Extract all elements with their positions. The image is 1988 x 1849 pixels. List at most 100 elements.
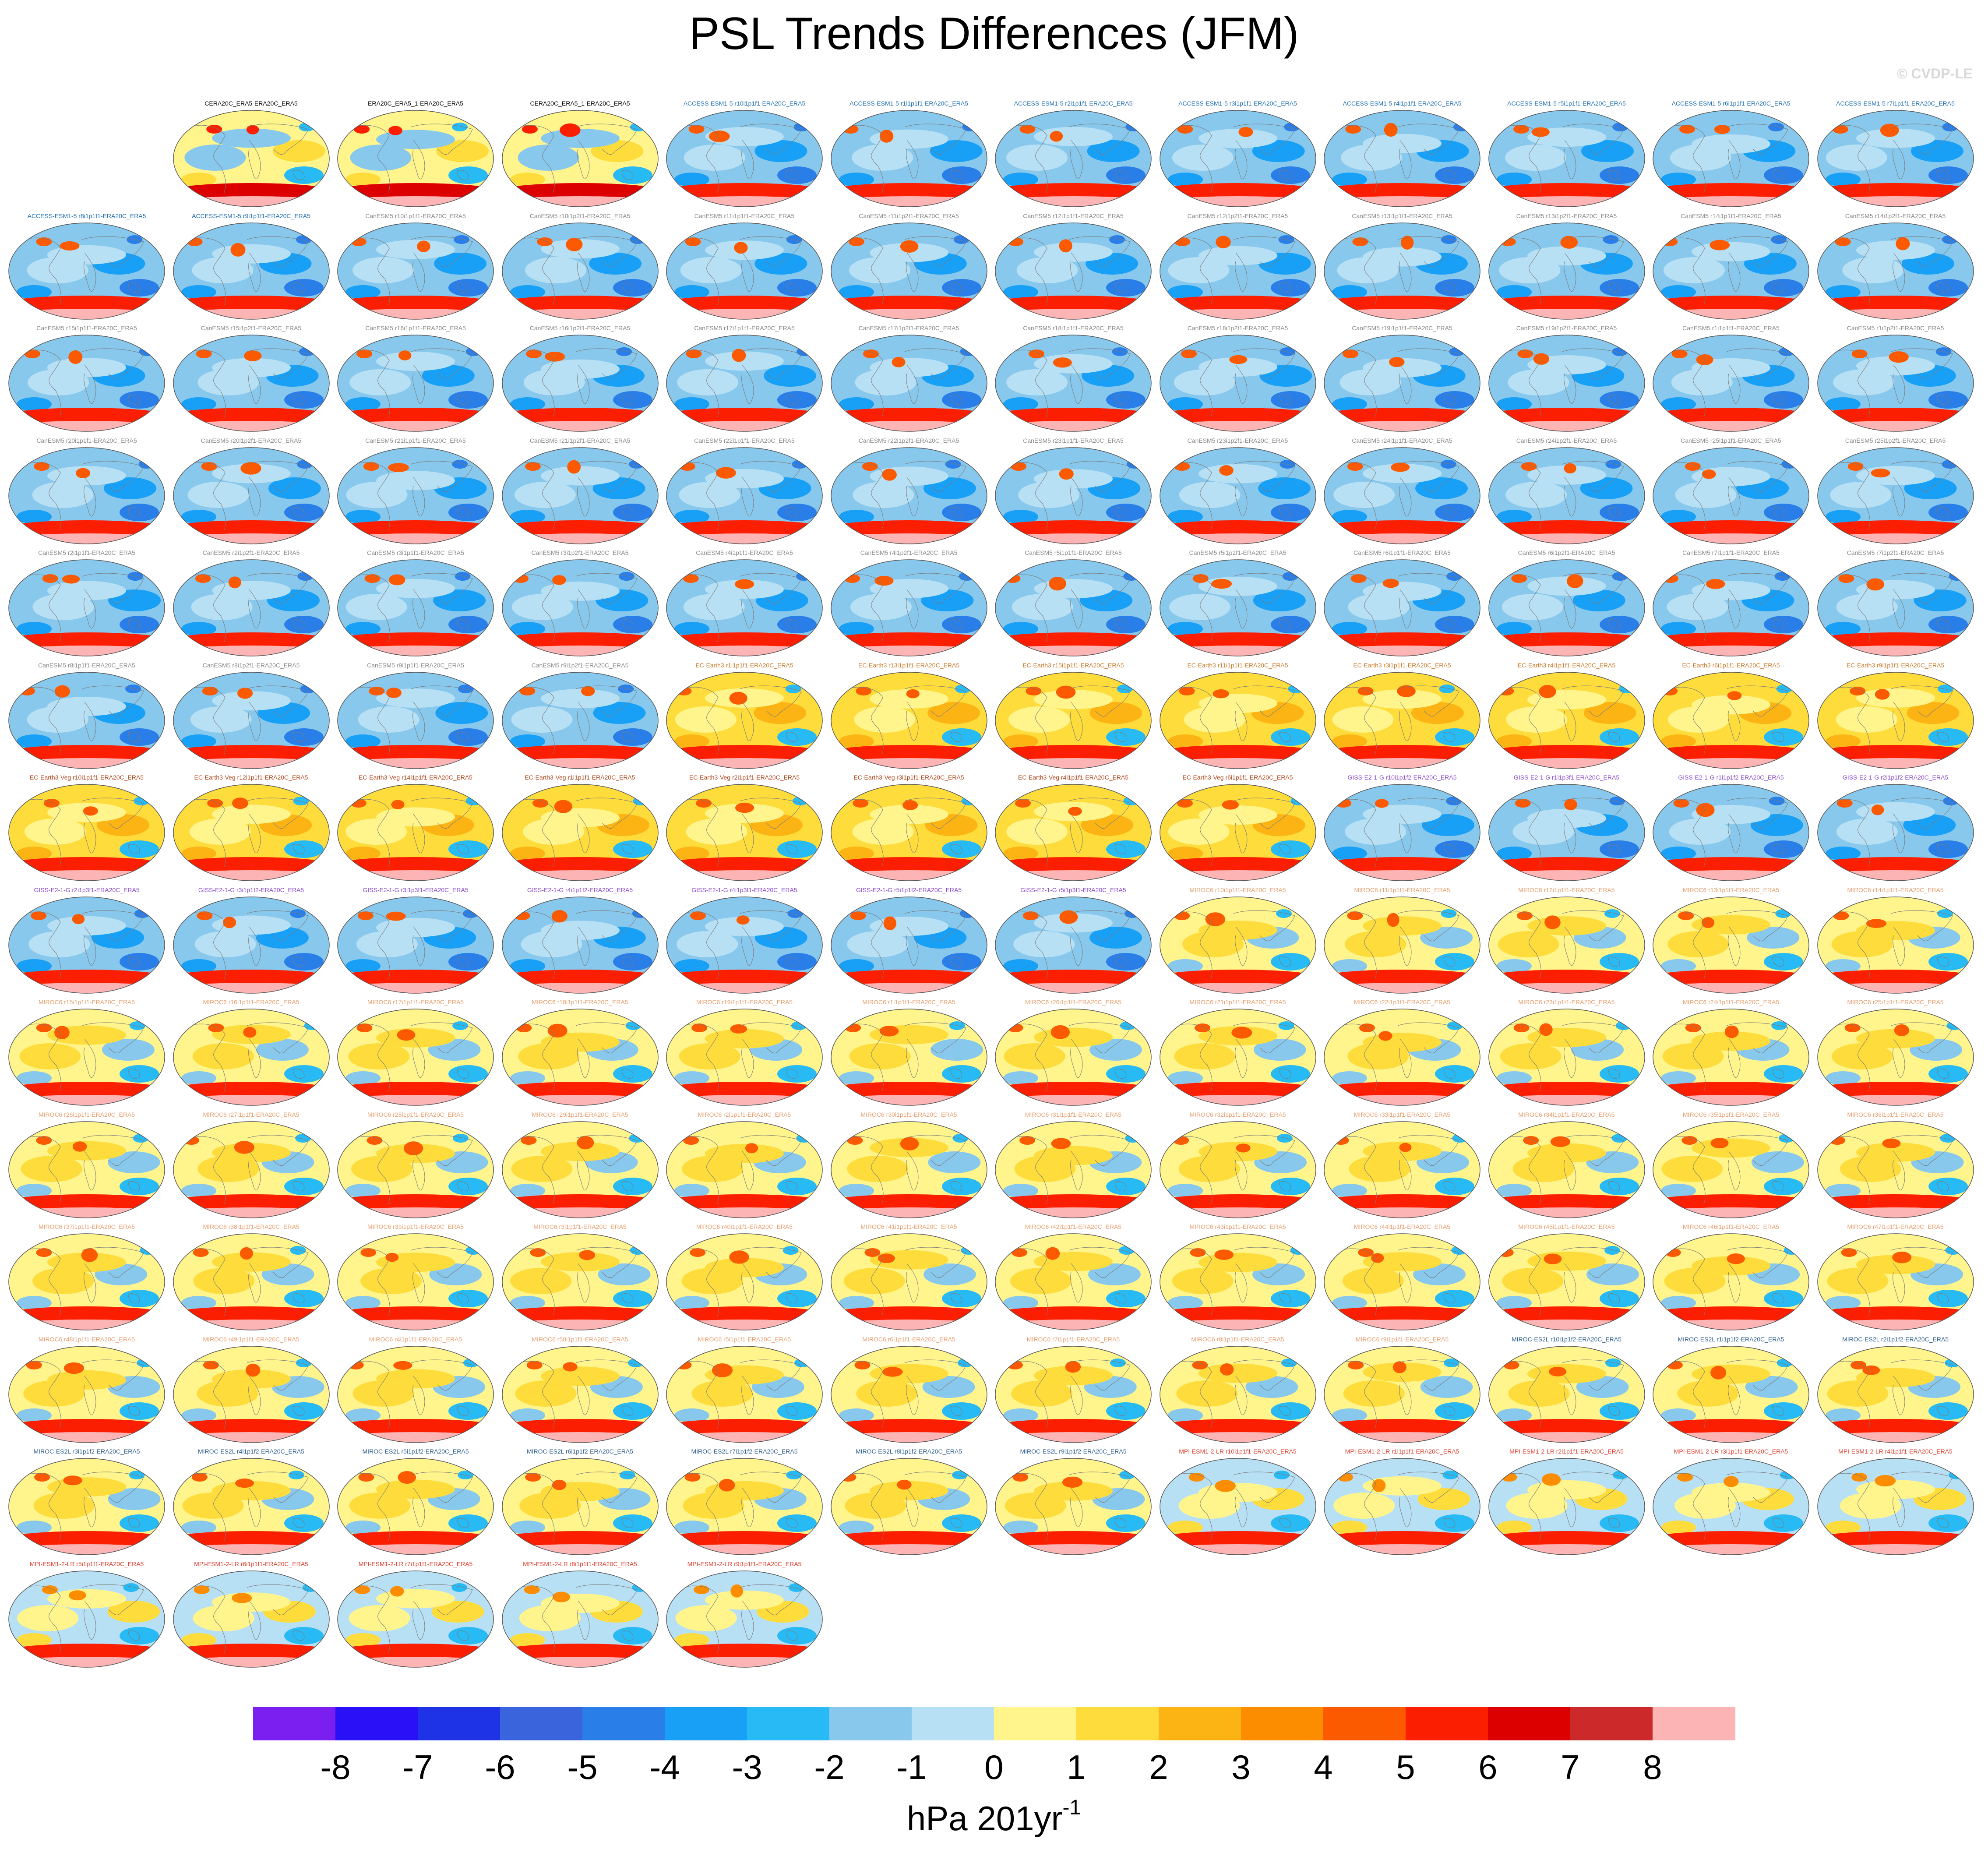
map-panel: CanESM5 r25i1p2f1-ERA20C_ERA5 bbox=[1817, 437, 1974, 547]
coastline bbox=[1865, 615, 1870, 642]
robinson-map bbox=[1159, 335, 1316, 432]
coastline bbox=[354, 1248, 390, 1290]
field-anomaly bbox=[345, 1071, 381, 1085]
coastline bbox=[878, 1402, 884, 1429]
antarctic-band bbox=[173, 533, 329, 544]
field-anomaly bbox=[598, 1263, 651, 1285]
coastline bbox=[1563, 702, 1576, 741]
map-field bbox=[1817, 672, 1974, 769]
field-anomaly bbox=[684, 1473, 701, 1482]
map-outline bbox=[337, 1345, 494, 1443]
map-panel: GISS-E2-1-G r5i1p1f2-ERA20C_ERA5 bbox=[830, 886, 988, 996]
field-anomaly bbox=[193, 1605, 254, 1631]
map-outline bbox=[995, 671, 1152, 769]
map-panel: CanESM5 r21i1p1f1-ERA20C_ERA5 bbox=[337, 437, 494, 547]
field-anomaly bbox=[120, 279, 159, 296]
coastline bbox=[1772, 1293, 1784, 1304]
coastline bbox=[1340, 574, 1376, 616]
colorbar-tick-label: 2 bbox=[1149, 1748, 1168, 1786]
panel-label: EC-Earth3-Veg r1i1p1f1-ERA20C_ERA5 bbox=[525, 774, 635, 781]
coastline bbox=[1865, 503, 1870, 530]
panel-label: CanESM5 r20i1p2f1-ERA20C_ERA5 bbox=[201, 437, 302, 444]
map-outline bbox=[666, 784, 823, 881]
robinson-map bbox=[1488, 1345, 1645, 1443]
field-anomaly bbox=[777, 1290, 817, 1307]
field-anomaly bbox=[540, 688, 620, 708]
field-anomaly bbox=[1581, 140, 1634, 162]
coastline bbox=[457, 731, 469, 742]
field-anomaly bbox=[1928, 1290, 1968, 1307]
robinson-map bbox=[666, 784, 823, 881]
antarctic-band bbox=[502, 421, 658, 431]
field-anomaly bbox=[1270, 1402, 1310, 1420]
panel-label: GISS-E2-1-G r3i1p1f2-ERA20C_ERA5 bbox=[198, 886, 304, 893]
panel-label: CanESM5 r20i1p1f1-ERA20C_ERA5 bbox=[36, 437, 137, 444]
map-field bbox=[995, 222, 1151, 319]
field-anomaly bbox=[47, 1370, 126, 1390]
coastline bbox=[412, 1376, 425, 1415]
field-anomaly bbox=[1190, 1248, 1206, 1257]
north-pacific-center bbox=[1866, 578, 1884, 591]
panel-label: ACCESS-ESM1-5 r4i1p1f1-ERA20C_ERA5 bbox=[1343, 100, 1462, 107]
field-anomaly bbox=[777, 728, 817, 746]
field-anomaly bbox=[120, 1290, 159, 1307]
map-panel: CanESM5 r17i1p2f1-ERA20C_ERA5 bbox=[830, 325, 988, 434]
north-pacific-center bbox=[1375, 799, 1389, 808]
field-anomaly bbox=[941, 166, 981, 184]
robinson-map bbox=[1488, 671, 1645, 769]
field-anomaly bbox=[856, 1380, 917, 1407]
panel-label: MIROC6 r18i1p1f1-ERA20C_ERA5 bbox=[532, 999, 628, 1006]
field-anomaly bbox=[691, 1023, 708, 1032]
field-anomaly bbox=[47, 581, 126, 600]
coastline bbox=[1669, 125, 1705, 167]
field-anomaly bbox=[510, 173, 545, 187]
field-anomaly bbox=[852, 819, 914, 845]
field-anomaly bbox=[930, 1039, 983, 1061]
coastline bbox=[1042, 1402, 1048, 1429]
coastline bbox=[683, 1585, 719, 1627]
map-outline bbox=[501, 447, 659, 544]
panel-label: MIROC6 r23i1p1f1-ERA20C_ERA5 bbox=[1518, 999, 1615, 1006]
map-field bbox=[1653, 784, 1809, 881]
field-anomaly bbox=[211, 1481, 291, 1500]
coastline bbox=[412, 140, 425, 180]
coastline bbox=[741, 252, 754, 292]
map-outline bbox=[1159, 110, 1316, 207]
coastline bbox=[84, 1151, 96, 1190]
map-panel: ACCESS-ESM1-5 r7i1p1f1-ERA20C_ERA5 bbox=[1817, 100, 1974, 209]
robinson-map bbox=[830, 1009, 987, 1106]
field-anomaly bbox=[196, 911, 212, 920]
field-anomaly bbox=[786, 235, 802, 244]
field-anomaly bbox=[1363, 916, 1442, 935]
field-anomaly bbox=[1345, 125, 1361, 134]
field-anomaly bbox=[1358, 1248, 1374, 1257]
north-pacific-center bbox=[902, 800, 918, 810]
field-anomaly bbox=[1667, 594, 1728, 620]
field-anomaly bbox=[674, 622, 709, 636]
coastline bbox=[1443, 282, 1456, 293]
robinson-map bbox=[1488, 335, 1645, 432]
field-anomaly bbox=[1948, 1471, 1964, 1479]
field-anomaly bbox=[1435, 728, 1474, 746]
north-pacific-center bbox=[1399, 1143, 1412, 1152]
coastline bbox=[741, 1600, 754, 1640]
antarctic-band bbox=[338, 533, 493, 544]
field-anomaly bbox=[448, 503, 488, 521]
coastline bbox=[1669, 1361, 1705, 1402]
field-anomaly bbox=[290, 1246, 306, 1255]
field-anomaly bbox=[1089, 926, 1142, 949]
north-pacific-center bbox=[1706, 579, 1725, 589]
coastline bbox=[1669, 911, 1705, 953]
field-anomaly bbox=[1420, 926, 1473, 949]
coastline bbox=[1443, 844, 1456, 854]
panel-label: CanESM5 r24i1p1f1-ERA20C_ERA5 bbox=[1352, 437, 1452, 444]
coastline bbox=[1536, 166, 1541, 193]
map-panel: MIROC6 r40i1p1f1-ERA20C_ERA5 bbox=[666, 1223, 823, 1333]
field-anomaly bbox=[1825, 509, 1861, 524]
antarctic-band bbox=[1653, 196, 1809, 207]
field-anomaly bbox=[184, 145, 246, 171]
coastline bbox=[1371, 279, 1377, 305]
field-anomaly bbox=[181, 1408, 216, 1422]
map-outline bbox=[666, 671, 823, 769]
field-anomaly bbox=[1168, 819, 1230, 845]
